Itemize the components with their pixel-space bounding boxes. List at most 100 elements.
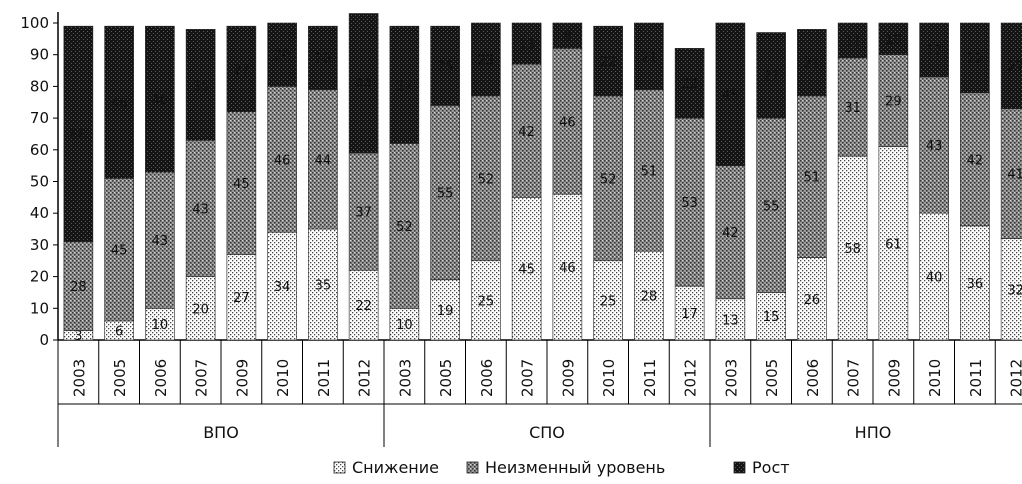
data-label: 17	[681, 307, 698, 322]
x-tick-label: 2003	[396, 359, 414, 397]
data-label: 27	[1007, 60, 1022, 75]
data-label: 15	[763, 310, 780, 325]
data-label: 28	[70, 280, 87, 295]
data-label: 46	[152, 93, 169, 108]
group-label: НПО	[855, 423, 892, 442]
data-label: 22	[600, 55, 617, 70]
bar-segment	[104, 178, 134, 322]
x-tick-label: 2010	[274, 359, 292, 397]
chart-bars: 3286864548104346204335274527344620354420…	[63, 13, 1022, 344]
data-label: 22	[681, 77, 698, 92]
x-tick-label: 2012	[1008, 359, 1022, 397]
bar-segment	[185, 276, 216, 341]
x-tick-label: 2006	[478, 359, 496, 397]
bar-segment	[389, 307, 420, 341]
bar-segment	[552, 193, 583, 341]
bar-segment	[674, 117, 705, 287]
x-tick-label: 2007	[519, 359, 537, 397]
bar-segment	[634, 89, 664, 252]
bar-segment	[145, 25, 175, 173]
legend-swatch	[733, 461, 746, 474]
y-tick-label: 50	[30, 173, 49, 191]
chart-axes: 0 10 20 30 40 50 60 70 80 90 100	[20, 12, 1022, 447]
y-tick-label: 20	[30, 268, 49, 286]
data-label: 17	[926, 44, 943, 59]
x-tick-label: 2010	[600, 359, 618, 397]
bar-segment	[837, 57, 868, 157]
x-tick-label: 2007	[845, 359, 863, 397]
data-label: 21	[804, 57, 821, 72]
data-label: 23	[478, 53, 495, 68]
data-label: 55	[437, 187, 454, 202]
data-label: 11	[844, 34, 861, 49]
bar-segment	[348, 152, 379, 271]
data-label: 61	[885, 237, 902, 252]
y-tick-label: 60	[30, 141, 49, 159]
data-label: 40	[926, 271, 943, 286]
bar-segment	[634, 22, 664, 90]
data-label: 48	[111, 96, 128, 111]
bar-segment	[715, 165, 746, 300]
data-label: 31	[844, 101, 861, 116]
data-label: 27	[233, 291, 250, 306]
data-label: 51	[804, 171, 821, 186]
bar-segment	[104, 25, 134, 179]
data-label: 43	[192, 202, 209, 217]
data-label: 51	[641, 164, 658, 179]
bar-segment	[471, 260, 501, 341]
data-label: 45	[518, 263, 535, 278]
data-label: 45	[722, 88, 739, 103]
group-label: СПО	[529, 423, 565, 442]
data-label: 52	[600, 172, 617, 187]
bar-segment	[674, 48, 705, 119]
bar-segment	[674, 285, 705, 341]
data-label: 44	[355, 77, 372, 92]
x-tick-label: 2011	[315, 359, 333, 397]
bar-segment	[430, 25, 460, 106]
bar-segment	[960, 225, 990, 341]
bar-segment	[1000, 22, 1022, 109]
x-tick-label: 2009	[885, 359, 903, 397]
bar-segment	[63, 241, 94, 331]
data-label: 3	[74, 329, 82, 344]
bar-segment	[593, 25, 623, 97]
bar-segment	[471, 95, 501, 262]
legend-label: Неизменный уровень	[485, 458, 665, 477]
data-label: 27	[233, 63, 250, 78]
y-tick-label: 10	[30, 299, 49, 317]
legend-label: Рост	[752, 458, 790, 477]
bar-segment	[634, 250, 664, 341]
legend-swatch	[333, 461, 346, 474]
bar-segment	[919, 76, 949, 214]
bar-segment	[267, 22, 297, 87]
bar-segment	[267, 86, 297, 233]
bar-segment	[552, 48, 583, 195]
y-tick-label: 90	[30, 46, 49, 64]
bar-segment	[185, 29, 216, 141]
data-label: 68	[70, 128, 87, 143]
y-tick-label: 0	[39, 331, 49, 349]
data-label: 52	[396, 220, 413, 235]
bar-segment	[593, 95, 623, 262]
y-tick-label: 70	[30, 109, 49, 127]
bar-segment	[430, 105, 460, 281]
x-tick-label: 2011	[641, 359, 659, 397]
data-label: 42	[722, 226, 739, 241]
legend-label: Снижение	[352, 458, 439, 477]
bar-segment	[471, 22, 501, 97]
data-label: 10	[885, 33, 902, 48]
bar-segment	[348, 269, 379, 341]
bar-segment	[960, 92, 990, 227]
bar-segment	[145, 171, 175, 309]
data-label: 46	[559, 115, 576, 130]
bar-segment	[756, 32, 786, 119]
bar-segment	[919, 22, 949, 78]
data-label: 44	[315, 153, 332, 168]
bar-segment	[593, 260, 623, 341]
data-label: 6	[115, 324, 123, 339]
data-label: 36	[967, 277, 984, 292]
data-label: 27	[763, 69, 780, 84]
x-tick-label: 2005	[763, 359, 781, 397]
bar-segment	[145, 307, 175, 341]
